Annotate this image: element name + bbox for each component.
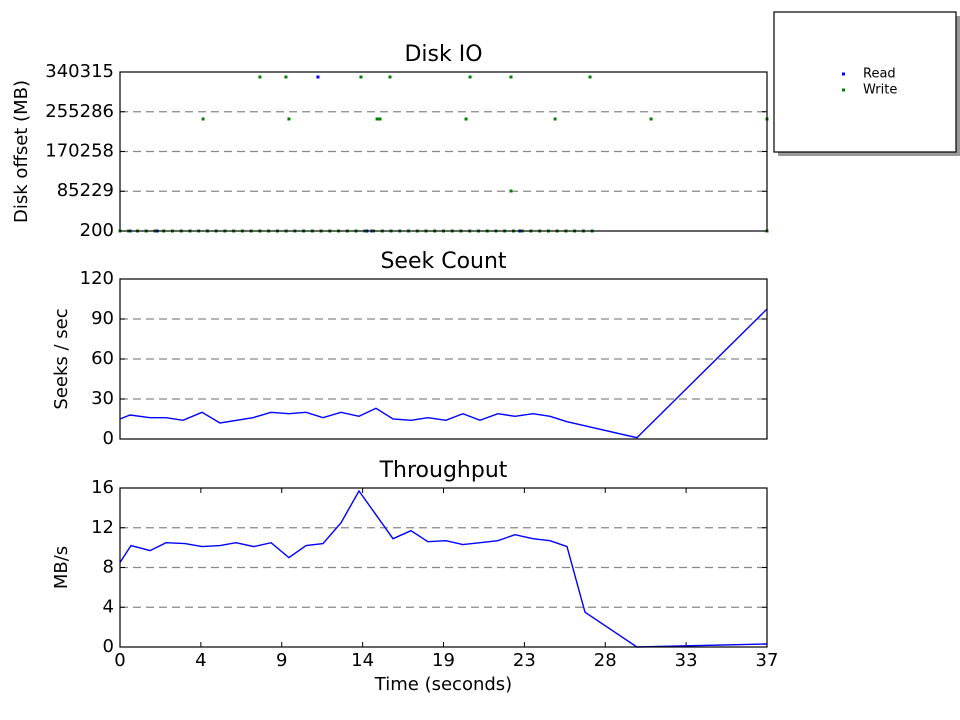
legend-label: Read [863,67,896,82]
point [375,117,379,121]
line [119,489,768,648]
y-tick-label: 4 [103,596,114,617]
point [649,117,653,121]
y-tick-label: 200 [80,220,114,241]
x-tick-label: 9 [276,650,287,671]
point [316,75,320,79]
point [553,117,557,121]
x-tick-label: 37 [756,650,779,671]
y-tick-label: 340315 [45,61,114,82]
y-axis-label: Seeks / sec [51,308,72,409]
legend-box [773,11,957,153]
y-tick-label: 16 [91,477,114,498]
x-tick-label: 14 [351,650,374,671]
point [287,117,291,121]
legend-marker [842,88,845,92]
y-tick-label: 12 [91,517,114,538]
y-tick-label: 30 [91,388,114,409]
x-tick-label: 23 [513,650,536,671]
x-tick-label: 19 [432,650,455,671]
y-tick-label: 0 [103,428,114,449]
x-axis-label: Time (seconds) [374,674,512,695]
x-tick-label: 28 [594,650,617,671]
y-axis-label: MB/s [51,546,72,589]
point [509,189,513,193]
point [388,75,392,79]
point [359,75,363,79]
point [588,75,592,79]
x-tick-label: 4 [195,650,206,671]
y-tick-label: 120 [80,268,114,289]
x-tick-label: 0 [114,650,125,671]
line [119,308,768,439]
plot-frame [119,487,768,648]
y-axis-label: Disk offset (MB) [11,80,32,223]
chart-title: Disk IO [404,42,482,67]
y-tick-label: 0 [103,636,114,657]
y-tick-label: 85229 [57,180,114,201]
point [258,75,262,79]
plot-frame [119,71,768,232]
y-tick-label: 170258 [45,140,114,161]
legend-label: Write [863,83,897,98]
point [464,117,468,121]
y-tick-label: 8 [103,557,114,578]
point [378,117,382,121]
point [201,117,205,121]
y-tick-label: 60 [91,348,114,369]
plot-frame [119,278,768,440]
chart-title: Seek Count [380,249,506,274]
legend-marker [842,72,845,76]
y-tick-label: 255286 [45,101,114,122]
y-tick-label: 90 [91,308,114,329]
point [509,75,513,79]
chart-title: Throughput [379,458,508,483]
point [468,75,472,79]
point [284,75,288,79]
x-tick-label: 33 [675,650,698,671]
